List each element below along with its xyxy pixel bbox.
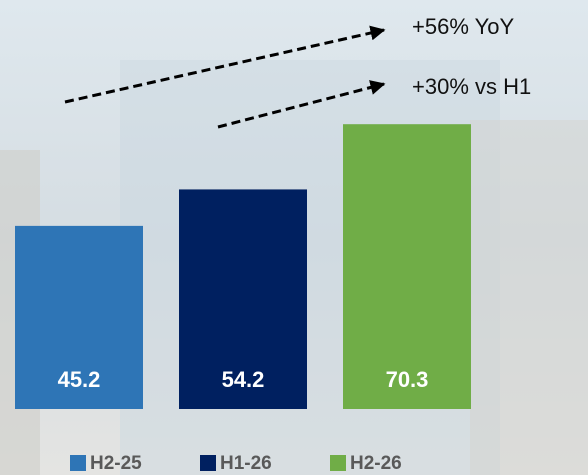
bar — [343, 124, 471, 409]
annotation-arrow — [217, 80, 386, 129]
value-label: 70.3 — [386, 367, 429, 392]
legend-label: H1-26 — [220, 453, 272, 474]
annotation: +56% YoY — [412, 14, 514, 39]
legend-swatch — [330, 455, 346, 471]
bar — [15, 225, 143, 409]
value-label: 45.2 — [58, 367, 101, 392]
legend-label: H2-26 — [350, 453, 402, 474]
annotation: +30% vs H1 — [412, 74, 531, 99]
value-label: 54.2 — [222, 367, 265, 392]
annotation-arrow — [64, 25, 386, 104]
background-building — [470, 120, 588, 475]
legend-swatch — [70, 455, 86, 471]
legend-label: H2-25 — [90, 453, 142, 474]
bar — [179, 189, 307, 409]
legend-swatch — [200, 455, 216, 471]
